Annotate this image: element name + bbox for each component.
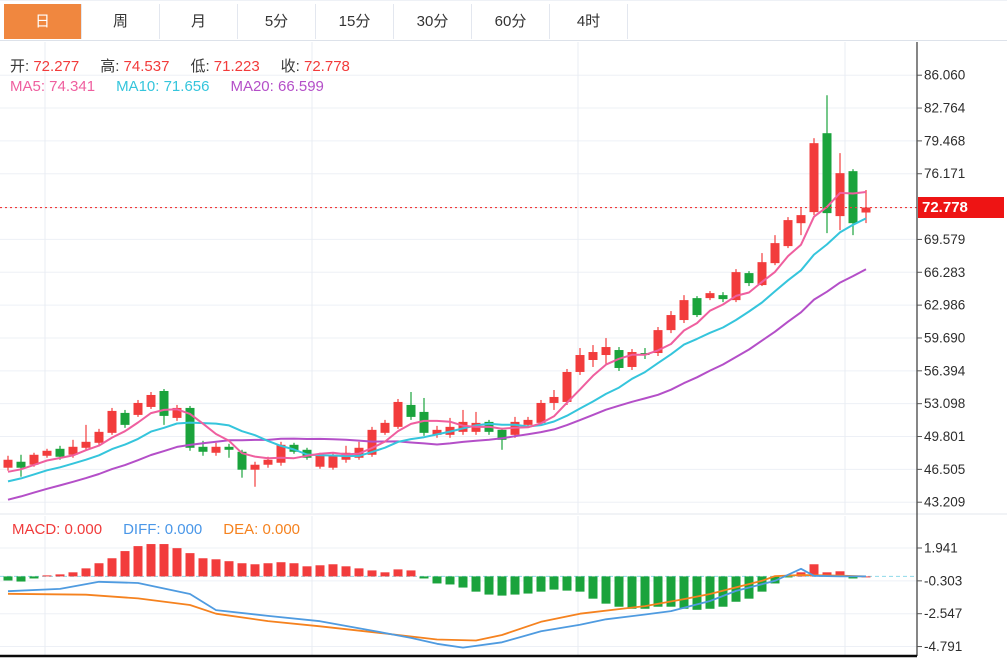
axis-label: 66.283 xyxy=(924,265,965,280)
legend-item: DEA: 0.000 xyxy=(223,521,301,538)
axes: 86.060 82.764 79.468 76.171 69.579 66.283 62.9… xyxy=(0,42,966,658)
legend-item: MA20: 66.599 xyxy=(230,78,324,95)
axis-label: 79.468 xyxy=(924,133,965,148)
tab-15min[interactable]: 15分 xyxy=(316,4,394,39)
diff-line xyxy=(7,567,866,649)
legend-item: MA10: 71.656 xyxy=(116,78,210,95)
axis-label: 76.171 xyxy=(924,166,965,181)
macd-panel xyxy=(0,544,917,649)
legend-item: MACD: 0.000 xyxy=(12,521,103,538)
legend-item: 高: 74.537 xyxy=(100,58,170,75)
ma5-line xyxy=(7,191,867,473)
axis-label: 56.394 xyxy=(924,363,966,378)
legend-item: 收: 72.778 xyxy=(280,58,350,75)
tab-day[interactable]: 日 xyxy=(4,4,82,39)
axis-label: 49.801 xyxy=(924,429,965,444)
ma20-line xyxy=(7,268,867,501)
dea-line xyxy=(7,574,867,642)
axis-label: -2.547 xyxy=(924,606,962,621)
axis-label: 86.060 xyxy=(924,68,965,83)
axis-label: 43.209 xyxy=(924,495,965,510)
tab-5min[interactable]: 5分 xyxy=(238,4,316,39)
legend-item: MA5: 74.341 xyxy=(10,78,96,95)
legend-item: 开: 72.277 xyxy=(10,58,80,75)
timeframe-tab-bar: 日周月 5分 15分 30分 60分 4时 xyxy=(0,0,1007,41)
axis-label: 62.986 xyxy=(924,298,965,313)
candles xyxy=(3,95,871,487)
ma-lines xyxy=(7,191,867,501)
ohlc-legend: 开: 72.277 高: 74.537 低: 71.223 收: 72.778 xyxy=(10,55,371,76)
axis-label: 46.505 xyxy=(924,462,965,477)
axis-label: 53.098 xyxy=(924,396,965,411)
macd-histogram xyxy=(3,544,871,610)
axis-label: 82.764 xyxy=(924,101,966,116)
axis-label: 69.579 xyxy=(924,232,965,247)
tab-30min[interactable]: 30分 xyxy=(394,4,472,39)
tab-4hour[interactable]: 4时 xyxy=(550,4,628,39)
tab-month[interactable]: 月 xyxy=(160,4,238,39)
current-price-tag: 72.778 xyxy=(918,197,1004,219)
axis-label: -4.791 xyxy=(924,639,962,654)
tab-week[interactable]: 周 xyxy=(82,4,160,39)
ma10-line xyxy=(7,217,867,483)
legend-item: DIFF: 0.000 xyxy=(123,521,203,538)
legend-item: 低: 71.223 xyxy=(190,58,260,75)
macd-legend: MACD: 0.000 DIFF: 0.000 DEA: 0.000 xyxy=(12,521,321,538)
axis-label: 1.941 xyxy=(924,541,958,556)
tab-60min[interactable]: 60分 xyxy=(472,4,550,39)
axis-label: 59.690 xyxy=(924,330,965,345)
axis-label: -0.303 xyxy=(924,573,962,588)
ma-legend: MA5: 74.341 MA10: 71.656 MA20: 66.599 xyxy=(10,78,345,95)
